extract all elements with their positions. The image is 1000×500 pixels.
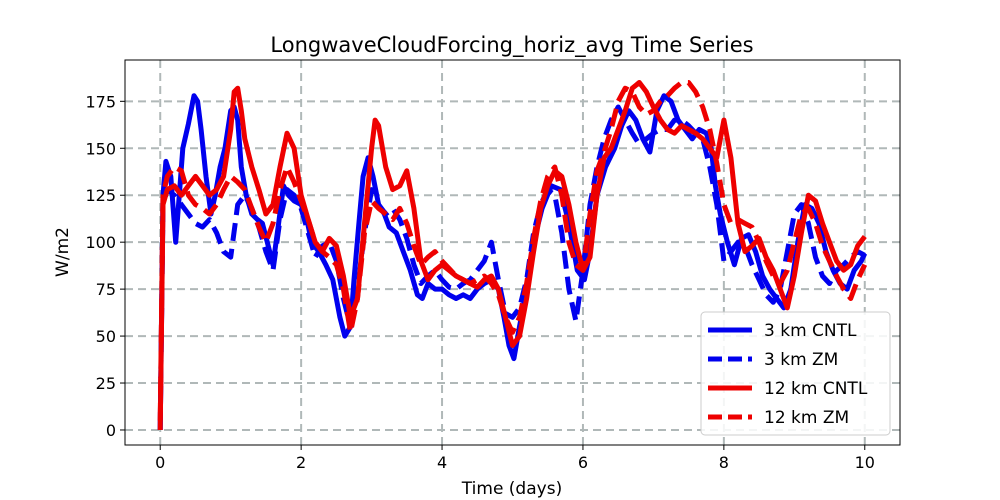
y-tick-label: 0: [106, 421, 116, 440]
x-tick-label: 6: [578, 453, 588, 472]
y-tick-label: 25: [96, 374, 116, 393]
series-line-12-km-cntl: [157, 80, 867, 431]
legend-box: [700, 311, 891, 436]
y-axis-label: W/m2: [53, 227, 73, 277]
x-tick-label: 8: [719, 453, 729, 472]
x-tick-label: 4: [437, 453, 447, 472]
y-tick-label: 100: [85, 233, 116, 252]
legend: 3 km CNTL 3 km ZM 12 km CNTL 12 km ZM: [700, 311, 891, 436]
y-tick-label: 175: [85, 92, 116, 111]
series-line-12-km-zm: [157, 80, 868, 421]
legend-label: 12 km ZM: [764, 408, 849, 428]
y-tick-label: 125: [85, 186, 116, 205]
x-tick-label: 2: [296, 453, 306, 472]
chart-title: LongwaveCloudForcing_horiz_avg Time Seri…: [270, 33, 753, 58]
x-axis-ticks: 0 2 4 6 8 10: [155, 445, 875, 472]
legend-label: 12 km CNTL: [764, 379, 868, 399]
x-tick-label: 0: [155, 453, 165, 472]
x-axis-label: Time (days): [461, 479, 562, 499]
legend-label: 3 km CNTL: [764, 321, 857, 341]
y-tick-label: 50: [96, 327, 116, 346]
y-axis-ticks: 0 25 50 75 100 125 150 175: [85, 92, 125, 440]
plot-lines: [157, 80, 868, 431]
series-line-3-km-cntl: [157, 93, 868, 431]
legend-label: 3 km ZM: [764, 350, 838, 370]
x-tick-label: 10: [855, 453, 875, 472]
y-tick-label: 150: [85, 139, 116, 158]
y-tick-label: 75: [96, 280, 116, 299]
plot-frame: [124, 59, 901, 446]
